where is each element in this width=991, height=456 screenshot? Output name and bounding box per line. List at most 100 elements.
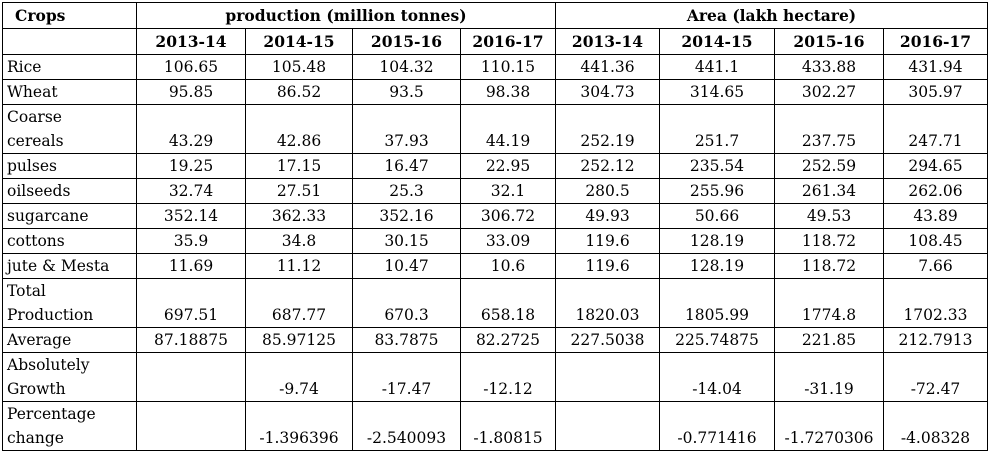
label-line: Total: [7, 282, 46, 300]
value-cell: 247.71: [883, 104, 988, 154]
value-cell: 22.95: [460, 153, 556, 179]
value-cell: 252.19: [555, 104, 660, 154]
value-cell: 98.38: [460, 79, 556, 105]
value-cell: 431.94: [883, 54, 988, 80]
value-cell: 32.1: [460, 178, 556, 204]
data-row: Absolutely Growth -9.74 -17.47 -12.12 -14.04-…: [2, 352, 988, 402]
value-cell: 221.85: [774, 327, 884, 353]
value-cell: 128.19: [659, 228, 775, 254]
value-cell: -31.19: [774, 352, 884, 402]
year-header: 2016-17: [883, 28, 988, 55]
row-label: Absolutely Growth: [2, 352, 137, 402]
year-header: 2014-15: [659, 28, 775, 55]
data-row: Rice 106.65 105.48 104.32 110.15 441.36 441.1 4…: [2, 54, 988, 80]
value-cell: 50.66: [659, 203, 775, 229]
value-cell: -0.771416: [659, 401, 775, 451]
value-cell: 118.72: [774, 228, 884, 254]
value-cell: 302.27: [774, 79, 884, 105]
value-cell: 105.48: [245, 54, 353, 80]
value-cell: 670.3: [352, 278, 461, 328]
value-cell: 11.12: [245, 253, 353, 279]
stub-header: Crops: [2, 2, 137, 29]
label-line: Rice: [7, 58, 42, 76]
value-cell: -14.04: [659, 352, 775, 402]
data-row: Wheat 95.85 86.52 93.5 98.38 304.73 314.65 302.…: [2, 79, 988, 105]
value-cell: 43.89: [883, 203, 988, 229]
value-cell: -2.540093: [352, 401, 461, 451]
label-line: oilseeds: [7, 182, 71, 200]
value-cell: 32.74: [136, 178, 246, 204]
data-row: cottons 35.9 34.8 30.15 33.09 119.6 128.19 118.…: [2, 228, 988, 254]
value-cell: 251.7: [659, 104, 775, 154]
value-cell: 252.12: [555, 153, 660, 179]
year-header: 2013-14: [136, 28, 246, 55]
group-header: Area (lakh hectare): [555, 2, 988, 29]
value-cell: 658.18: [460, 278, 556, 328]
value-cell: 255.96: [659, 178, 775, 204]
value-cell: 352.16: [352, 203, 461, 229]
value-cell: 1702.33: [883, 278, 988, 328]
value-cell: 25.3: [352, 178, 461, 204]
label-line: Percentage: [7, 405, 96, 423]
data-row: pulses 19.25 17.15 16.47 22.95 252.12 235.54 25…: [2, 153, 988, 179]
row-label: Wheat: [2, 79, 137, 105]
value-cell: -1.80815: [460, 401, 556, 451]
label-line: change: [7, 429, 64, 447]
label-line: Wheat: [7, 83, 58, 101]
data-row: jute & Mesta 11.69 11.12 10.47 10.6 119.6 128.…: [2, 253, 988, 279]
data-row: Coarse cereals 43.29 42.86 37.93 44.19 252.19 2…: [2, 104, 988, 154]
value-cell: 118.72: [774, 253, 884, 279]
row-label: Total Production: [2, 278, 137, 328]
label-line: sugarcane: [7, 207, 89, 225]
year-header: 2013-14: [555, 28, 660, 55]
value-cell: 43.29: [136, 104, 246, 154]
value-cell: 305.97: [883, 79, 988, 105]
label-line: pulses: [7, 157, 57, 175]
value-cell: 119.6: [555, 228, 660, 254]
row-label: oilseeds: [2, 178, 137, 204]
data-row: Percentage change -1.396396 -2.540093 -1.808…: [2, 401, 988, 451]
label-line: cottons: [7, 232, 65, 250]
value-cell: 262.06: [883, 178, 988, 204]
value-cell: 106.65: [136, 54, 246, 80]
data-row: oilseeds 32.74 27.51 25.3 32.1 280.5 255.96 261…: [2, 178, 988, 204]
value-cell: 104.32: [352, 54, 461, 80]
year-header: 2015-16: [774, 28, 884, 55]
value-cell: 697.51: [136, 278, 246, 328]
value-cell: 86.52: [245, 79, 353, 105]
row-label: jute & Mesta: [2, 253, 137, 279]
value-cell: 10.6: [460, 253, 556, 279]
label-line: jute & Mesta: [7, 257, 110, 275]
empty-cell: [2, 28, 137, 55]
value-cell: -4.08328: [883, 401, 988, 451]
value-cell: 82.2725: [460, 327, 556, 353]
value-cell: 7.66: [883, 253, 988, 279]
value-cell: 362.33: [245, 203, 353, 229]
value-cell: -1.396396: [245, 401, 353, 451]
year-header: 2016-17: [460, 28, 556, 55]
row-label: cottons: [2, 228, 137, 254]
value-cell: 280.5: [555, 178, 660, 204]
value-cell: 19.25: [136, 153, 246, 179]
value-cell: 37.93: [352, 104, 461, 154]
value-cell: 93.5: [352, 79, 461, 105]
value-cell: 235.54: [659, 153, 775, 179]
value-cell: 35.9: [136, 228, 246, 254]
value-cell: 441.1: [659, 54, 775, 80]
value-cell: 687.77: [245, 278, 353, 328]
value-cell: 10.47: [352, 253, 461, 279]
value-cell: 433.88: [774, 54, 884, 80]
value-cell: 42.86: [245, 104, 353, 154]
year-row: 2013-14 2014-15 2015-16 2016-17 2013-14 2014-…: [2, 28, 988, 55]
value-cell: 85.97125: [245, 327, 353, 353]
value-cell: 227.5038: [555, 327, 660, 353]
value-cell: 16.47: [352, 153, 461, 179]
value-cell: 1805.99: [659, 278, 775, 328]
row-label: sugarcane: [2, 203, 137, 229]
empty-cell: [555, 401, 660, 451]
label-line: Growth: [7, 380, 66, 398]
table-body: Rice 106.65 105.48 104.32 110.15 441.36 441.1 4…: [2, 54, 988, 451]
value-cell: 119.6: [555, 253, 660, 279]
value-cell: 1820.03: [555, 278, 660, 328]
crop-table: Crops production (million tonnes) Area (…: [2, 2, 988, 451]
